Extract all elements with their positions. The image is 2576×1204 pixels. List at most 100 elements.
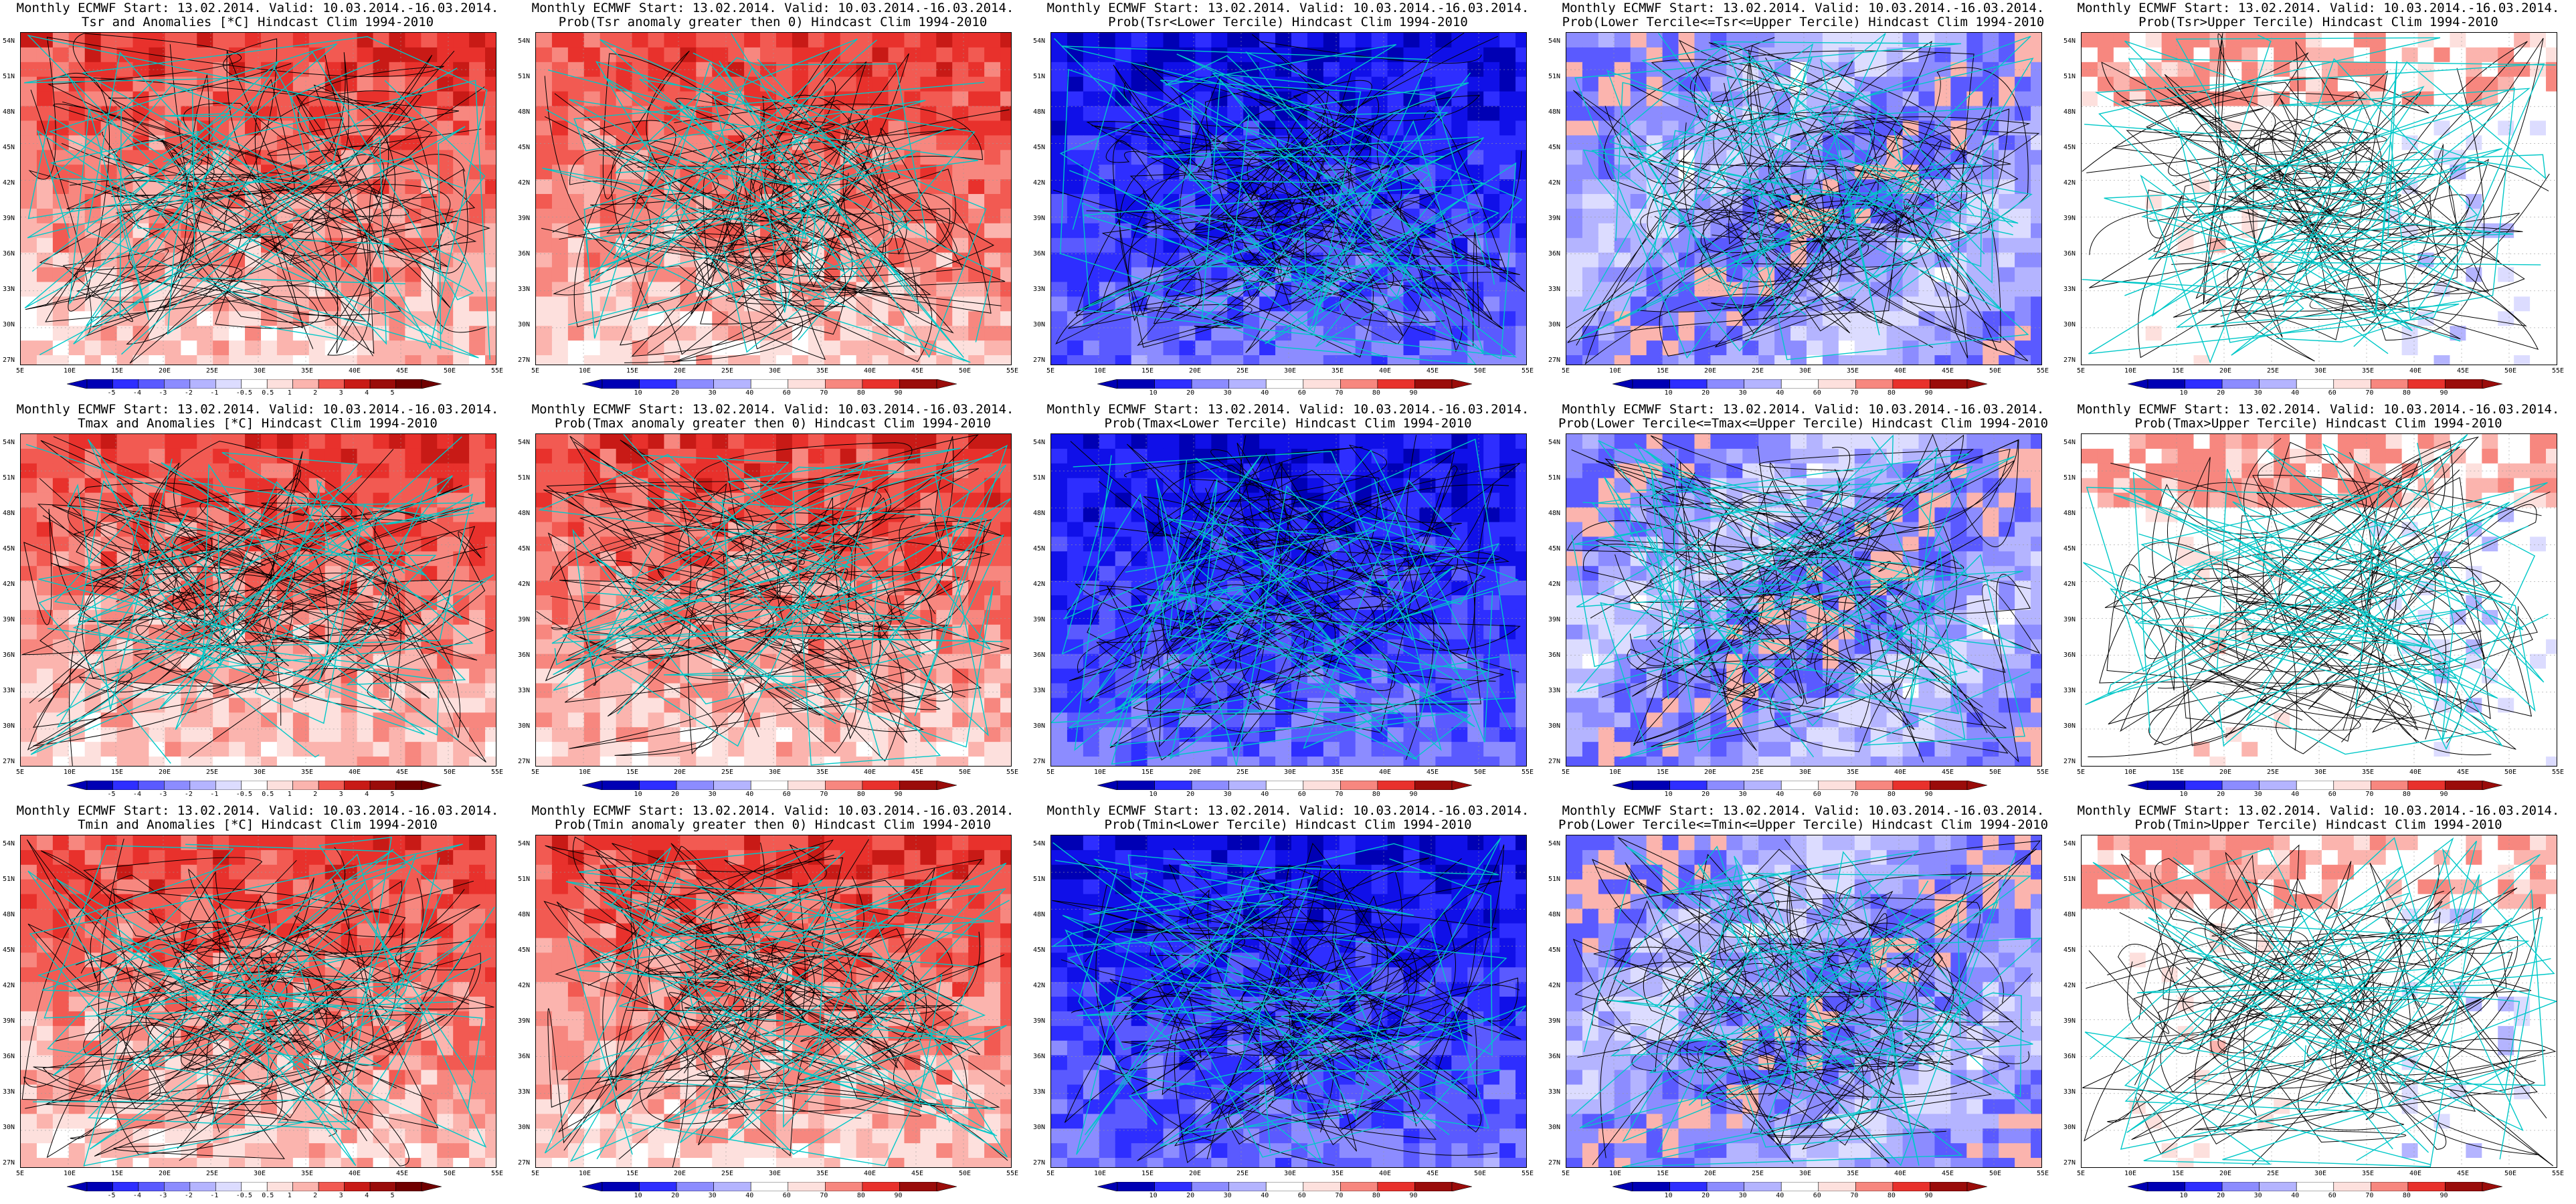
lon-label: 55E — [491, 769, 504, 776]
colorbar-label: 90 — [1924, 1192, 1933, 1199]
lat-label: 42N — [518, 179, 531, 187]
lat-label: 30N — [3, 1124, 15, 1131]
colorbar-label: 70 — [2365, 791, 2374, 798]
lat-label: 54N — [3, 37, 15, 45]
lat-label: 27N — [518, 758, 531, 765]
lat-label: 51N — [518, 474, 531, 482]
colorbar-label: 70 — [1850, 389, 1859, 397]
lat-label: 48N — [518, 911, 531, 918]
colorbar — [581, 780, 957, 791]
lat-label: 42N — [2063, 581, 2076, 588]
lat-label: 39N — [3, 1017, 15, 1025]
colorbar-label: 30 — [1223, 389, 1232, 397]
lon-label: 55E — [491, 1170, 504, 1177]
colorbar-label: 30 — [1738, 791, 1747, 798]
lon-label: 45E — [2457, 1170, 2470, 1177]
lon-label: 15E — [111, 367, 124, 375]
lon-label: 40E — [1894, 769, 1907, 776]
panel-title-line1: Monthly ECMWF Start: 13.02.2014. Valid: … — [2077, 402, 2560, 417]
lon-label: 35E — [301, 1170, 314, 1177]
colorbar-label: 5 — [390, 791, 395, 798]
lat-label: 36N — [2063, 1053, 2076, 1060]
lat-label: 54N — [1548, 439, 1561, 446]
lon-label: 30E — [769, 769, 781, 776]
colorbar-label: -3 — [159, 791, 167, 798]
lon-label: 15E — [1141, 1170, 1154, 1177]
colorbar-label: 20 — [1186, 1192, 1195, 1199]
panel-title-line2: Prob(Lower Tercile<=Tsr<=Upper Tercile) … — [1562, 15, 2045, 29]
lat-label: 48N — [518, 510, 531, 517]
panel-title-line1: Monthly ECMWF Start: 13.02.2014. Valid: … — [1562, 402, 2045, 417]
lon-label: 10E — [2124, 1170, 2137, 1177]
lon-label: 20E — [159, 769, 171, 776]
colorbar-label: 4 — [365, 389, 369, 397]
lon-label: 15E — [2172, 1170, 2185, 1177]
lat-label: 30N — [1548, 321, 1561, 328]
lat-label: 48N — [2063, 911, 2076, 918]
panel-title-line1: Monthly ECMWF Start: 13.02.2014. Valid: … — [2077, 1, 2560, 15]
lon-label: 50E — [959, 367, 972, 375]
lon-label: 30E — [254, 769, 266, 776]
lon-label: 45E — [2457, 367, 2470, 375]
lon-label: 25E — [1236, 1170, 1249, 1177]
lat-label: 51N — [3, 73, 15, 80]
colorbar-label: 10 — [1664, 1192, 1673, 1199]
colorbar — [1097, 780, 1473, 791]
colorbar-label: 30 — [708, 389, 717, 397]
lon-label: 50E — [1989, 367, 2002, 375]
colorbar-label: 60 — [1297, 389, 1306, 397]
map-plot-area — [2081, 32, 2557, 365]
colorbar-label: 90 — [1924, 389, 1933, 397]
map-plot-area — [2081, 433, 2557, 767]
colorbar-label: 0.5 — [262, 389, 274, 397]
lat-label: 45N — [3, 545, 15, 553]
colorbar-label: -4 — [132, 389, 141, 397]
colorbar — [2127, 379, 2503, 389]
lon-label: 50E — [1474, 769, 1487, 776]
lon-label: 55E — [1006, 1170, 1019, 1177]
lon-label: 25E — [1236, 769, 1249, 776]
lat-label: 27N — [2063, 1159, 2076, 1167]
colorbar-label: 90 — [1409, 389, 1418, 397]
lat-label: 33N — [1548, 286, 1561, 293]
lon-label: 30E — [2314, 1170, 2327, 1177]
lat-label: 39N — [518, 215, 531, 222]
lat-label: 39N — [3, 616, 15, 623]
lon-label: 30E — [769, 1170, 781, 1177]
lat-label: 54N — [2063, 439, 2076, 446]
lat-label: 33N — [3, 1088, 15, 1096]
colorbar-label: 80 — [1887, 791, 1896, 798]
colorbar-label: 70 — [1850, 1192, 1859, 1199]
lat-label: 42N — [1033, 179, 1046, 187]
colorbar-label: 20 — [671, 1192, 680, 1199]
colorbar-label: 90 — [1409, 791, 1418, 798]
lon-label: 55E — [2037, 1170, 2049, 1177]
lat-label: 45N — [3, 946, 15, 954]
map-panel: Monthly ECMWF Start: 13.02.2014. Valid: … — [515, 401, 1030, 803]
colorbar-label: -1 — [210, 389, 219, 397]
lon-label: 50E — [1989, 769, 2002, 776]
colorbar-label: 80 — [2402, 791, 2411, 798]
map-panel: Monthly ECMWF Start: 13.02.2014. Valid: … — [1030, 803, 1546, 1204]
colorbar-label: 70 — [1335, 389, 1344, 397]
lon-label: 45E — [1942, 367, 1954, 375]
lon-label: 5E — [2077, 367, 2086, 375]
lon-label: 45E — [911, 769, 924, 776]
lon-label: 50E — [1989, 1170, 2002, 1177]
lat-label: 45N — [1033, 946, 1046, 954]
colorbar-label: 4 — [365, 1192, 369, 1199]
map-plot-area — [1566, 835, 2042, 1168]
lat-label: 54N — [3, 840, 15, 847]
colorbar-label: 30 — [708, 791, 717, 798]
colorbar-label: 10 — [2179, 1192, 2188, 1199]
colorbar-label: 20 — [1701, 791, 1710, 798]
lat-label: 51N — [518, 73, 531, 80]
panel-title-line1: Monthly ECMWF Start: 13.02.2014. Valid: … — [16, 402, 499, 417]
lon-label: 35E — [301, 367, 314, 375]
colorbar-label: -0.5 — [236, 389, 252, 397]
colorbar-label: 90 — [2440, 389, 2448, 397]
lon-label: 5E — [16, 1170, 25, 1177]
colorbar-label: 30 — [2253, 389, 2262, 397]
lat-label: 45N — [3, 144, 15, 151]
colorbar-label: 20 — [1701, 389, 1710, 397]
